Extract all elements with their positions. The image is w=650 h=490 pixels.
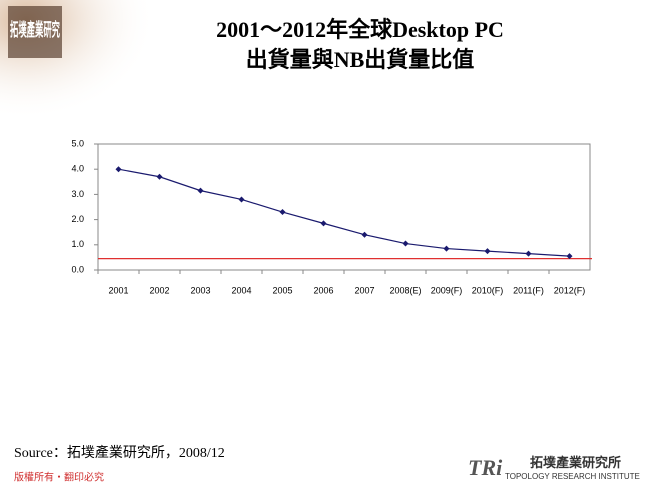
x-tick-label: 2011(F) — [513, 285, 544, 295]
series-line — [118, 168, 570, 257]
x-tick-label: 2003 — [190, 285, 210, 295]
footer-org-en: TOPOLOGY RESEARCH INSTITUTE — [505, 472, 640, 481]
data-point — [197, 187, 204, 194]
y-tick-label: 4.0 — [71, 164, 84, 174]
x-tick-label: 2005 — [272, 285, 292, 295]
x-tick-label: 2009(F) — [431, 285, 463, 295]
chart-title: 出貨量與NB出貨量比值 — [246, 47, 475, 72]
source-note: Source：拓墣產業研究所，2008/12 — [14, 444, 225, 461]
x-tick-label: 2001 — [108, 285, 128, 295]
data-point — [115, 166, 122, 173]
y-tick-label: 2.0 — [71, 214, 84, 224]
footer-org: 拓墣產業研究所 — [530, 455, 621, 470]
data-point — [361, 231, 368, 238]
data-point — [443, 245, 450, 252]
footer-brand: TRi — [468, 455, 503, 480]
y-tick-label: 5.0 — [71, 138, 84, 148]
x-tick-label: 2004 — [231, 285, 251, 295]
x-tick-label: 2007 — [354, 285, 374, 295]
data-point — [156, 173, 163, 180]
copyright: 版權所有‧翻印必究 — [14, 470, 104, 483]
data-point — [238, 196, 245, 203]
x-tick-label: 2002 — [149, 285, 169, 295]
logo-text: 拓墣產業研究 — [10, 19, 60, 40]
x-tick-label: 2006 — [313, 285, 333, 295]
chart-title: 2001～2012年全球Desktop PC — [216, 17, 504, 42]
y-tick-label: 1.0 — [71, 239, 84, 249]
data-point — [525, 250, 532, 257]
y-tick-label: 0.0 — [71, 264, 84, 274]
logo-block — [8, 6, 62, 58]
x-tick-label: 2010(F) — [472, 285, 504, 295]
x-tick-label: 2008(E) — [389, 285, 421, 295]
data-point — [566, 253, 573, 260]
y-tick-label: 3.0 — [71, 189, 84, 199]
data-point — [279, 209, 286, 216]
data-point — [320, 220, 327, 227]
data-point — [484, 248, 491, 255]
data-point — [402, 240, 409, 247]
x-tick-label: 2012(F) — [554, 285, 586, 295]
